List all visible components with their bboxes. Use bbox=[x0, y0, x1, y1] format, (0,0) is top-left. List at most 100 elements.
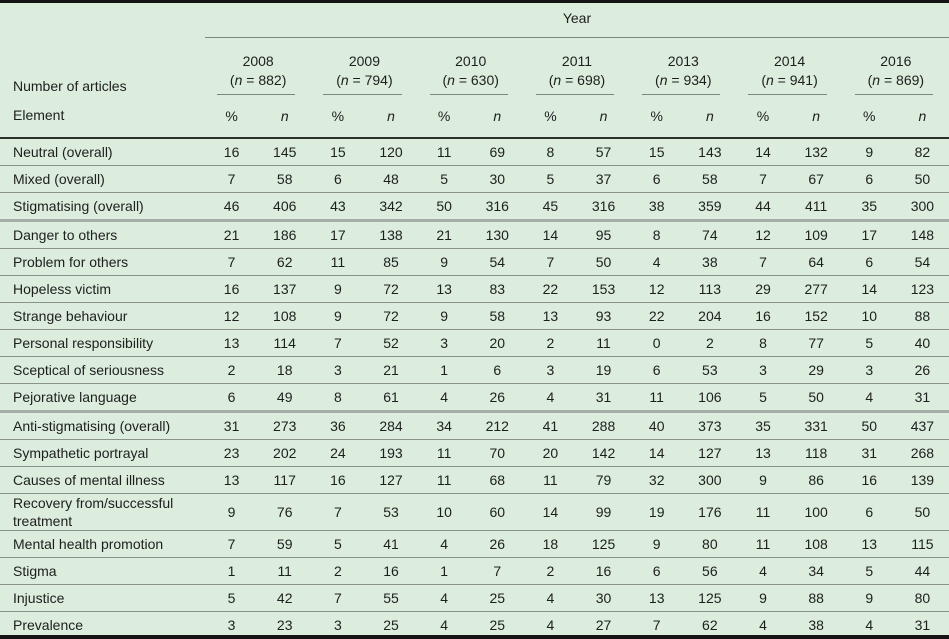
n-value-cell: 11 bbox=[258, 557, 312, 585]
n-value-cell: 148 bbox=[895, 220, 949, 249]
n-value-cell: 193 bbox=[364, 439, 418, 467]
table-row: Strange behaviour 12 108 9 72 9 58 13 93 22 204 16 1… bbox=[0, 302, 949, 330]
percent-value-cell: 6 bbox=[842, 165, 896, 193]
n-column-header: n bbox=[470, 94, 524, 139]
n-value-cell: 277 bbox=[789, 275, 843, 303]
n-value-cell: 411 bbox=[789, 192, 843, 222]
n-column-header: n bbox=[364, 94, 418, 139]
table-row: Hopeless victim 16 137 9 72 13 83 22 153 12 113 29 2… bbox=[0, 275, 949, 303]
percent-value-cell: 2 bbox=[205, 356, 259, 384]
year-column-header: 2013 (n = 934) bbox=[630, 38, 736, 95]
percent-value-cell: 19 bbox=[630, 493, 684, 531]
percent-value-cell: 8 bbox=[630, 220, 684, 249]
year-spanning-header: Year bbox=[205, 3, 949, 38]
n-value-cell: 25 bbox=[489, 616, 506, 633]
n-value-cell: 113 bbox=[683, 275, 737, 303]
year-label: 2011 bbox=[561, 52, 593, 69]
n-value-cell: 273 bbox=[258, 411, 312, 440]
percent-value-cell: 34 bbox=[417, 411, 471, 440]
n-value-cell: 85 bbox=[364, 248, 418, 276]
percent-value-cell: 6 bbox=[630, 557, 684, 585]
year-n-count: (n = 869) bbox=[867, 71, 925, 88]
year-group-underline bbox=[535, 93, 615, 95]
percent-value-cell: 32 bbox=[630, 466, 684, 494]
percent-value-cell: 5 bbox=[736, 383, 790, 413]
percent-value-cell: 11 bbox=[736, 530, 790, 558]
percent-value-cell: 14 bbox=[736, 137, 790, 166]
percent-value-cell: 11 bbox=[311, 248, 365, 276]
percent-value-cell: 7 bbox=[205, 248, 259, 276]
n-value-cell: 125 bbox=[683, 584, 737, 612]
percent-value-cell: 29 bbox=[736, 275, 790, 303]
n-value-cell: 139 bbox=[895, 466, 949, 494]
n-value-cell: 52 bbox=[364, 329, 418, 357]
n-value-cell: 44 bbox=[895, 557, 949, 585]
year-label: 2013 bbox=[667, 52, 699, 69]
n-value-cell: 202 bbox=[258, 439, 312, 467]
percent-value-cell: 16 bbox=[205, 275, 259, 303]
year-label: 2016 bbox=[880, 52, 912, 69]
year-n-count: (n = 630) bbox=[442, 71, 499, 88]
year-label: 2010 bbox=[455, 52, 487, 69]
percent-value-cell: 9 bbox=[736, 584, 790, 612]
percent-value-cell: 14 bbox=[630, 439, 684, 467]
percent-value-cell: 13 bbox=[842, 530, 896, 558]
subheader-row: Element % n% n% n% n% n% n% n bbox=[0, 94, 949, 139]
n-value-cell: 30 bbox=[470, 165, 524, 193]
percent-value-cell: 6 bbox=[311, 165, 365, 193]
n-value-cell: 86 bbox=[789, 466, 843, 494]
percent-value-cell: 4 bbox=[546, 616, 555, 633]
percent-value-cell: 17 bbox=[842, 220, 896, 249]
percent-value-cell: 9 bbox=[842, 584, 896, 612]
table-row: Sympathetic portrayal 23 202 24 193 11 70 20 142… bbox=[0, 439, 949, 467]
percent-column-header: % bbox=[523, 94, 577, 139]
year-label: 2014 bbox=[773, 52, 806, 69]
n-value-cell: 74 bbox=[683, 220, 737, 249]
n-value-cell: 204 bbox=[683, 302, 737, 330]
n-value-cell: 145 bbox=[258, 137, 312, 166]
n-value-cell: 106 bbox=[683, 383, 737, 413]
percent-value-cell: 7 bbox=[523, 248, 577, 276]
table-row: Injustice 5 42 7 55 4 25 4 30 13 125 9 88 9 80 bbox=[0, 584, 949, 612]
n-value-cell: 373 bbox=[683, 411, 737, 440]
year-n-count: (n = 794) bbox=[336, 71, 393, 88]
percent-value-cell: 3 bbox=[333, 616, 342, 633]
percent-value-cell: 2 bbox=[311, 557, 365, 585]
percent-value-cell: 6 bbox=[205, 383, 259, 413]
n-value-cell: 80 bbox=[895, 584, 949, 612]
percent-value-cell: 3 bbox=[842, 356, 896, 384]
percent-value-cell: 4 bbox=[523, 584, 577, 612]
element-cell: Sceptical of seriousness bbox=[0, 356, 205, 384]
row-header-number-of-articles: Number of articles bbox=[13, 77, 127, 94]
percent-value-cell: 22 bbox=[523, 275, 577, 303]
n-column-header: n bbox=[258, 94, 312, 139]
n-value-cell: 40 bbox=[895, 329, 949, 357]
percent-value-cell: 1 bbox=[417, 356, 471, 384]
n-column-header: n bbox=[895, 94, 949, 139]
n-value-cell: 27 bbox=[595, 616, 612, 633]
percent-value-cell: 13 bbox=[630, 584, 684, 612]
n-value-cell: 11 bbox=[576, 329, 631, 357]
n-value-cell: 88 bbox=[789, 584, 843, 612]
percent-value-cell: 5 bbox=[417, 165, 471, 193]
n-value-cell: 42 bbox=[258, 584, 312, 612]
n-value-cell: 56 bbox=[683, 557, 737, 585]
n-value-cell: 69 bbox=[470, 137, 524, 166]
element-cell: Causes of mental illness bbox=[0, 466, 205, 494]
year-column-header: 2008 (n = 882) bbox=[205, 38, 311, 95]
n-value-cell: 18 bbox=[258, 356, 312, 384]
percent-value-cell: 9 bbox=[842, 137, 896, 166]
n-value-cell: 100 bbox=[789, 493, 843, 531]
n-value-cell: 76 bbox=[258, 493, 312, 531]
percent-value-cell: 8 bbox=[311, 383, 365, 413]
percent-value-cell: 4 bbox=[842, 383, 896, 413]
percent-value-cell: 11 bbox=[417, 439, 471, 467]
n-value-cell: 25 bbox=[470, 584, 524, 612]
percent-value-cell: 9 bbox=[417, 248, 471, 276]
n-value-cell: 6 bbox=[470, 356, 524, 384]
percent-value-cell: 45 bbox=[523, 192, 577, 222]
percent-value-cell: 13 bbox=[205, 329, 259, 357]
percent-value-cell: 4 bbox=[865, 616, 874, 633]
percent-value-cell: 7 bbox=[205, 165, 259, 193]
percent-value-cell: 7 bbox=[205, 530, 259, 558]
